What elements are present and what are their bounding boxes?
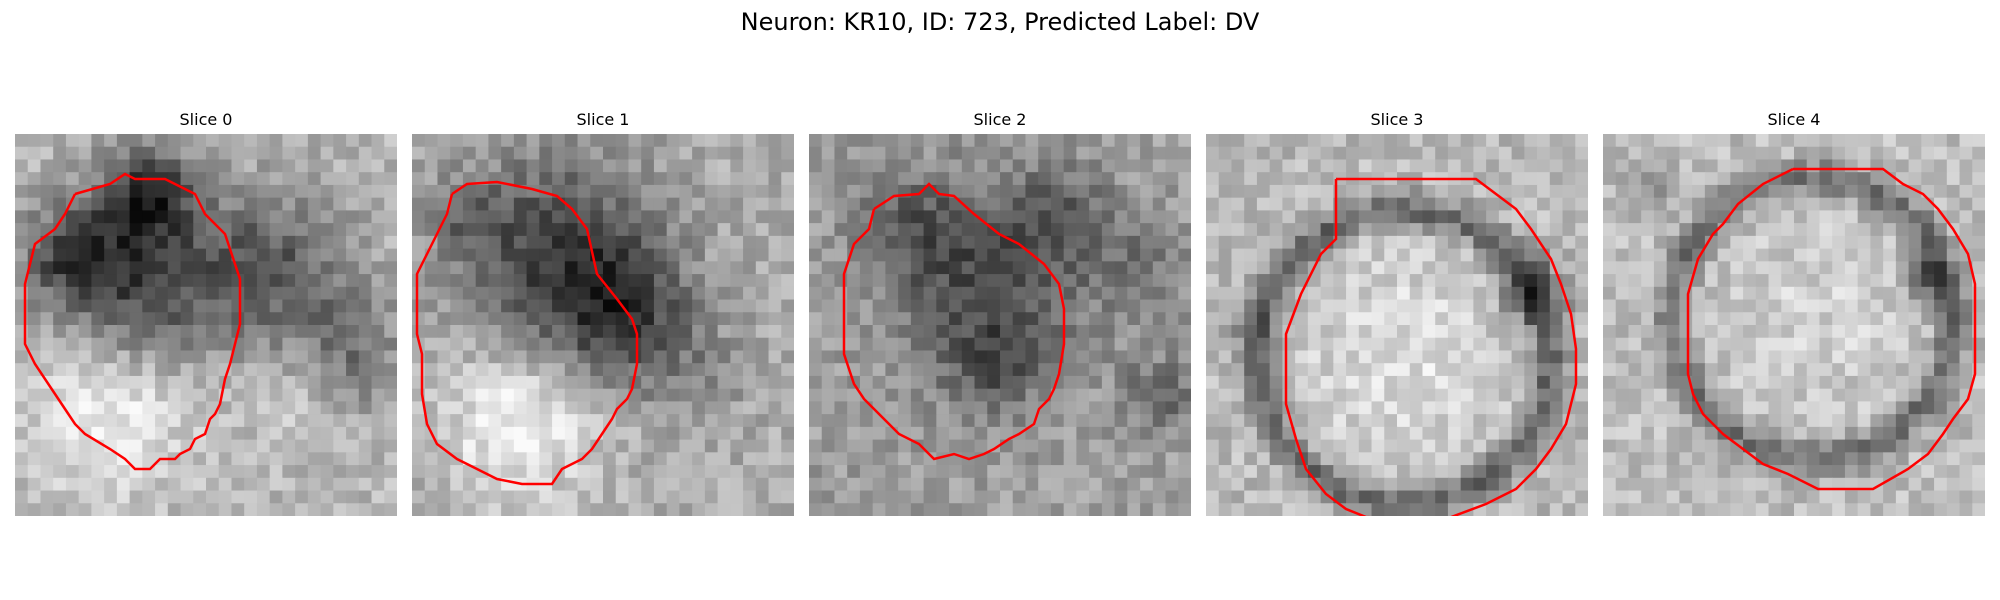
slice-image-svg: [809, 134, 1191, 516]
slice-title: Slice 1: [576, 110, 630, 129]
grayscale-pixel-grid: [1206, 134, 1588, 516]
grayscale-pixel-grid: [15, 134, 397, 516]
slice-title: Slice 3: [1370, 110, 1424, 129]
neuron-contour: [1284, 177, 1578, 516]
grayscale-pixel-grid: [1603, 134, 1985, 516]
slice-image: [412, 134, 794, 516]
slice-image: [1603, 134, 1985, 516]
slice-image-svg: [412, 134, 794, 516]
slice-title: Slice 0: [179, 110, 233, 129]
slice-title: Slice 4: [1767, 110, 1821, 129]
neuron-contour: [842, 182, 1066, 461]
neuron-contour: [23, 172, 242, 471]
grayscale-pixel-grid: [809, 134, 1191, 516]
slice-image: [15, 134, 397, 516]
slice-image-svg: [15, 134, 397, 516]
grayscale-pixel-grid: [412, 134, 794, 516]
neuron-contour: [415, 180, 639, 486]
figure-title: Neuron: KR10, ID: 723, Predicted Label: …: [740, 8, 1260, 36]
slice-image: [809, 134, 1191, 516]
slice-image-svg: [1206, 134, 1588, 516]
slice-image-svg: [1603, 134, 1985, 516]
slice-image: [1206, 134, 1588, 516]
slice-title: Slice 2: [973, 110, 1027, 129]
neuron-contour: [1686, 167, 1977, 491]
